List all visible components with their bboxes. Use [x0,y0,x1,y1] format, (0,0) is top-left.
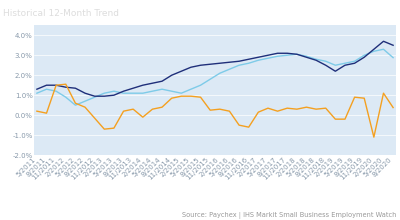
Text: Historical 12-Month Trend: Historical 12-Month Trend [3,9,119,18]
Text: Source: Paychex | IHS Markit Small Business Employment Watch: Source: Paychex | IHS Markit Small Busin… [182,212,396,219]
